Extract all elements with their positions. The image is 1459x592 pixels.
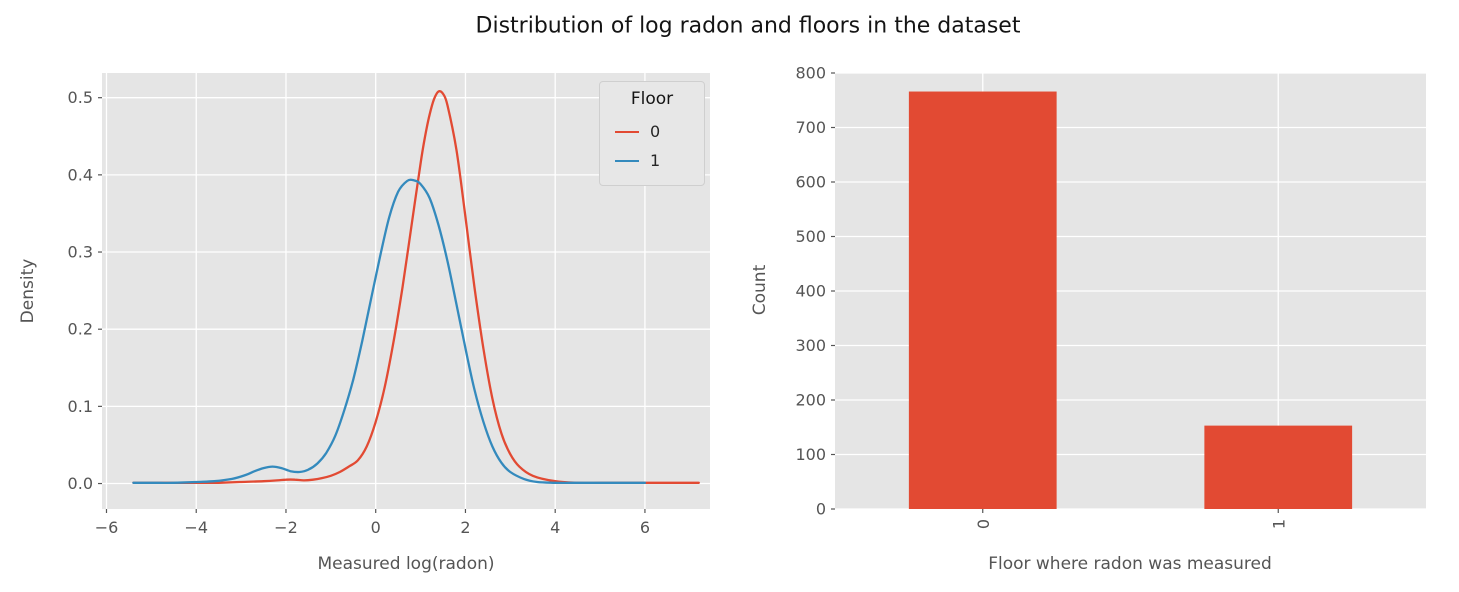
figure-title: Distribution of log radon and floors in … (475, 13, 1021, 39)
legend-line-floor-1-icon (615, 159, 639, 162)
kde-xaxis-label: Measured log(radon) (317, 554, 495, 574)
x-tick-label: −4 (184, 518, 208, 537)
kde-yaxis-label: Density (18, 258, 38, 324)
x-tick-label: 0 (371, 518, 381, 537)
x-tick-label: 6 (640, 518, 650, 537)
y-tick-label: 0.3 (68, 243, 93, 262)
x-tick-label: 2 (460, 518, 470, 537)
x-tick-label: −2 (274, 518, 298, 537)
kde-curve-floor-0 (132, 90, 700, 485)
y-tick-label: 0.1 (68, 397, 93, 416)
x-tick-label: 1 (1269, 519, 1288, 529)
bar-floor-0 (908, 91, 1057, 509)
legend-label-floor-0: 0 (650, 122, 661, 141)
y-tick-label: 600 (795, 173, 826, 192)
y-tick-label: 800 (795, 64, 826, 83)
kde-curve-floor-1 (132, 178, 647, 484)
y-tick-label: 700 (795, 118, 826, 137)
legend-line-floor-0-icon (615, 130, 639, 133)
legend-entry-floor-0: 0 (613, 117, 691, 146)
y-tick-label: 0.2 (68, 320, 93, 339)
bar-xaxis-label: Floor where radon was measured (988, 554, 1272, 574)
y-tick-label: 500 (795, 227, 826, 246)
y-tick-label: 100 (795, 445, 826, 464)
legend-entry-floor-1: 1 (613, 146, 691, 175)
y-tick-label: 400 (795, 282, 826, 301)
y-tick-label: 0.4 (68, 165, 93, 184)
bar-floor-1 (1204, 425, 1353, 509)
bar-yaxis-label: Count (750, 264, 770, 316)
x-tick-label: 0 (974, 519, 993, 529)
y-tick-label: 300 (795, 336, 826, 355)
x-tick-label: −6 (95, 518, 119, 537)
y-tick-label: 200 (795, 391, 826, 410)
y-tick-label: 0.0 (68, 474, 93, 493)
legend-label-floor-1: 1 (650, 151, 661, 170)
legend-title: Floor (630, 89, 674, 109)
y-tick-label: 0 (816, 500, 826, 519)
x-tick-label: 4 (550, 518, 560, 537)
legend: Floor 0 1 (599, 81, 705, 186)
y-tick-label: 0.5 (68, 88, 93, 107)
